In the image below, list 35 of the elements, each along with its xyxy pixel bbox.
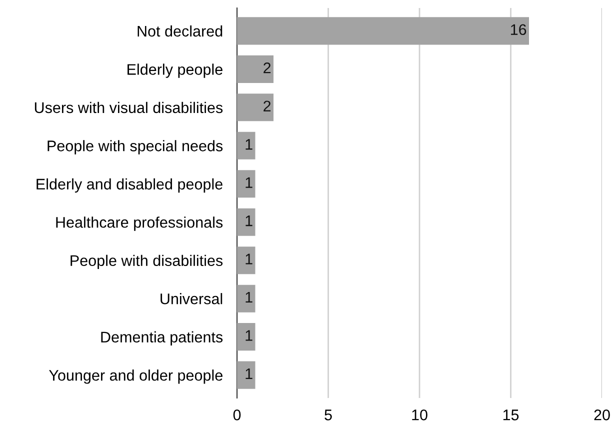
y-tick-label: Universal <box>160 293 222 304</box>
bar <box>237 246 256 274</box>
data-label: 1 <box>246 139 252 150</box>
bar <box>237 284 256 312</box>
y-tick-label: Healthcare professionals <box>56 216 223 231</box>
data-label: 1 <box>246 177 252 188</box>
data-label: 2 <box>264 62 271 74</box>
bar <box>237 170 256 198</box>
data-label: 1 <box>246 368 252 380</box>
bar <box>237 323 256 351</box>
y-tick-label: Dementia patients <box>101 331 223 346</box>
data-label: 16 <box>510 24 526 36</box>
y-tick-label: Not declared <box>138 25 222 37</box>
data-label: 1 <box>246 254 252 264</box>
data-label: 1 <box>246 330 252 341</box>
y-tick-label: Users with visual disabilities <box>34 102 223 114</box>
bar <box>237 17 529 45</box>
data-label: 1 <box>246 216 252 226</box>
y-tick-label: Younger and older people <box>49 370 222 384</box>
x-tick-label: 20 <box>594 410 610 420</box>
bar <box>237 55 274 83</box>
y-tick-label: People with disabilities <box>70 254 223 270</box>
data-label: 2 <box>264 100 271 112</box>
y-tick-label: Elderly and disabled people <box>36 178 222 193</box>
y-tick-label: Elderly people <box>128 64 222 78</box>
x-tick-label: 0 <box>233 410 241 420</box>
y-tick-label: People with special needs <box>48 140 223 154</box>
x-tick-label: 10 <box>412 410 428 420</box>
x-tick-label: 15 <box>503 410 519 420</box>
bar <box>237 208 256 236</box>
bar <box>237 94 274 122</box>
data-label: 1 <box>246 292 252 303</box>
bar <box>237 132 256 160</box>
x-tick-label: 5 <box>324 410 332 420</box>
bar <box>237 361 256 389</box>
